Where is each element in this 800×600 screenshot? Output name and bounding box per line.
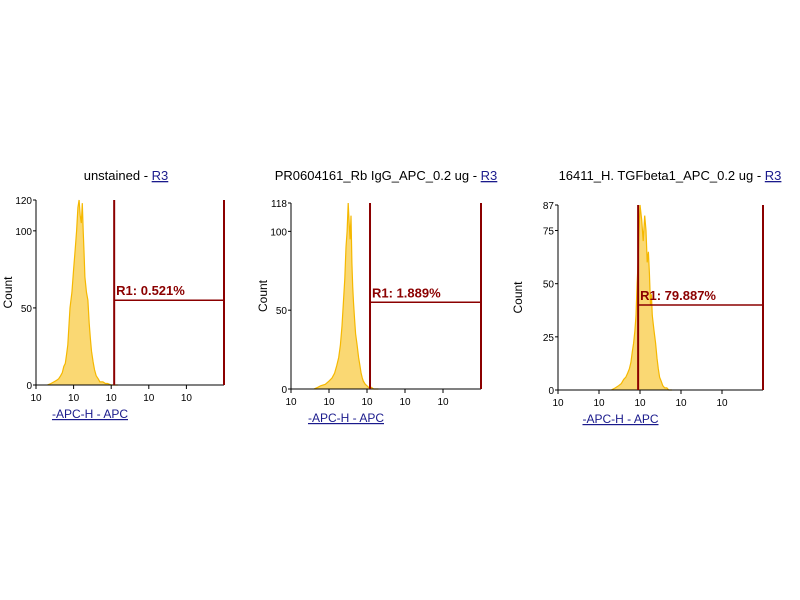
chart-title-text: unstained - — [84, 168, 152, 183]
y-axis-label: Count — [1, 276, 15, 309]
chart-title: PR0604161_Rb IgG_APC_0.2 ug - R3 — [275, 168, 498, 183]
y-tick-label: 87 — [543, 201, 555, 212]
chart-title-text: 16411_H. TGFbeta1_APC_0.2 ug - — [559, 168, 765, 183]
x-axis-label-link[interactable]: -APC-H - APC — [582, 412, 658, 426]
y-tick-label: 118 — [271, 199, 287, 210]
y-tick-label: 50 — [21, 304, 33, 315]
y-tick-label: 50 — [276, 306, 288, 317]
y-tick-label: 100 — [270, 227, 287, 238]
y-tick-label: 25 — [543, 333, 555, 344]
x-tick-label: 10 — [106, 393, 118, 404]
x-tick-label: 10 — [68, 393, 80, 404]
x-tick-label: 10 — [143, 393, 155, 404]
gate-link-r3[interactable]: R3 — [152, 168, 169, 183]
histogram-area — [313, 203, 379, 389]
gate-link-r3[interactable]: R3 — [765, 168, 782, 183]
y-axis-label: Count — [511, 281, 525, 314]
x-tick-label: 10 — [30, 393, 42, 404]
y-axis-label: Count — [256, 279, 270, 312]
histogram-chart-3: 16411_H. TGFbeta1_APC_0.2 ug - R3 0 25 50 75… — [511, 168, 782, 426]
y-tick-label: 120 — [15, 196, 32, 207]
y-tick-label: 0 — [26, 381, 32, 392]
x-tick-label: 10 — [323, 397, 335, 408]
gate-label: R1: 79.887% — [640, 288, 716, 303]
x-axis-label-link[interactable]: -APC-H - APC — [308, 411, 384, 425]
gate-label: R1: 0.521% — [116, 283, 185, 298]
histogram-line — [313, 202, 379, 390]
histogram-line — [47, 199, 118, 386]
histogram-chart-1: unstained - R3 0 50 100 120 10 10 10 10 10 R1: 0.5… — [1, 168, 225, 421]
gate-label: R1: 1.889% — [372, 285, 441, 300]
x-tick-label: 10 — [675, 398, 687, 409]
x-tick-label: 10 — [634, 398, 646, 409]
y-tick-label: 75 — [543, 227, 555, 238]
chart-title: 16411_H. TGFbeta1_APC_0.2 ug - R3 — [559, 168, 782, 183]
x-tick-label: 10 — [399, 397, 411, 408]
chart-title: unstained - R3 — [84, 168, 169, 183]
x-tick-label: 10 — [285, 397, 297, 408]
x-tick-label: 10 — [437, 397, 449, 408]
chart-title-text: PR0604161_Rb IgG_APC_0.2 ug - — [275, 168, 481, 183]
histogram-line — [611, 204, 672, 391]
x-tick-label: 10 — [552, 398, 564, 409]
y-tick-label: 0 — [281, 385, 287, 396]
histogram-chart-2: PR0604161_Rb IgG_APC_0.2 ug - R3 0 50 100 11… — [256, 168, 498, 425]
x-tick-label: 10 — [361, 397, 373, 408]
x-axis-label-link[interactable]: -APC-H - APC — [52, 407, 128, 421]
y-tick-label: 100 — [15, 227, 32, 238]
histogram-area — [47, 200, 118, 385]
x-tick-label: 10 — [716, 398, 728, 409]
x-tick-label: 10 — [181, 393, 193, 404]
x-tick-label: 10 — [593, 398, 605, 409]
gate-link-r3[interactable]: R3 — [481, 168, 498, 183]
y-tick-label: 50 — [543, 280, 555, 291]
histogram-area — [611, 205, 672, 390]
y-tick-label: 0 — [548, 386, 554, 397]
